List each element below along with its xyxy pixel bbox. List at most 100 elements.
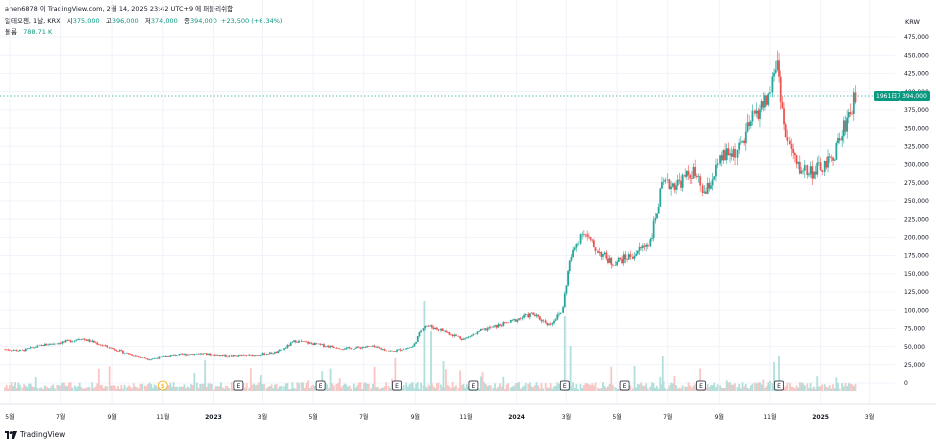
candle-body — [607, 258, 609, 263]
volume-bar — [553, 386, 555, 391]
volume-bar — [793, 388, 796, 391]
candle-body — [303, 341, 306, 342]
dividend-marker[interactable] — [157, 380, 168, 391]
price-badge-text: 394,000 — [902, 93, 927, 100]
earnings-marker[interactable] — [559, 380, 570, 391]
volume-bar — [52, 384, 55, 391]
candle-body — [738, 142, 741, 150]
volume-bar — [139, 384, 142, 391]
volume-bar — [730, 384, 733, 391]
candle-body — [610, 257, 613, 265]
volume-bar — [83, 388, 86, 391]
candle-body — [743, 140, 746, 144]
candle-body — [513, 319, 516, 320]
volume-bar — [705, 387, 707, 391]
candle-body — [558, 313, 560, 315]
volume-bar — [123, 384, 126, 391]
candle-body — [614, 265, 617, 266]
candle-body — [706, 182, 709, 194]
volume-bar — [253, 383, 256, 391]
volume-bar — [389, 388, 392, 391]
candle-body — [12, 350, 15, 351]
candle-body — [17, 351, 20, 352]
symbol-name[interactable]: 알테오젠, 1날, KRX — [5, 17, 61, 25]
volume-bar — [251, 384, 254, 391]
earnings-marker[interactable] — [233, 380, 244, 391]
candle-body — [562, 307, 565, 313]
countdown-badge-bg — [874, 91, 900, 102]
volume-bar — [205, 387, 208, 391]
candle-body — [670, 186, 672, 190]
candle-body — [254, 355, 257, 356]
volume-bar — [661, 356, 664, 391]
volume-bar — [303, 387, 306, 391]
volume-bar — [641, 385, 644, 391]
volume-bar — [744, 383, 747, 391]
candle-body — [300, 340, 303, 342]
volume-bar — [575, 384, 578, 391]
volume-bar — [408, 384, 411, 391]
earnings-marker[interactable] — [619, 380, 630, 391]
candle-body — [223, 354, 226, 356]
volume-bar — [29, 383, 32, 391]
volume-bar — [835, 377, 838, 391]
volume-bar — [528, 382, 531, 391]
candle-body — [537, 314, 540, 317]
candle-body — [427, 325, 430, 327]
candle-body — [308, 342, 311, 344]
y-axis: 475,000450,000425,000400,000375,000350,0… — [904, 34, 929, 387]
candle-body — [45, 343, 48, 346]
candle-body — [705, 191, 707, 194]
tradingview-logo[interactable]: TradingView — [5, 430, 65, 439]
candle-body — [240, 355, 243, 356]
y-tick-label: 125,000 — [904, 289, 929, 296]
earnings-marker[interactable] — [774, 380, 784, 391]
volume-bar — [587, 384, 590, 391]
candle-body — [668, 179, 671, 190]
earnings-marker[interactable] — [392, 380, 402, 391]
volume-bar — [167, 385, 170, 391]
volume-bar — [385, 382, 388, 391]
volume-bar — [459, 370, 462, 391]
volume-bar — [294, 388, 297, 391]
candle-body — [186, 354, 189, 356]
candle-body — [134, 355, 137, 357]
volume-bar — [544, 383, 547, 391]
candle-body — [636, 250, 639, 254]
volume-bar — [852, 386, 855, 391]
volume-bar — [338, 378, 341, 391]
volume-bar — [746, 387, 749, 391]
x-tick-label: 3월 — [562, 413, 571, 421]
candle-body — [814, 171, 817, 175]
candle-body — [793, 152, 796, 156]
volume-bar — [343, 383, 346, 391]
volume-bar — [420, 382, 422, 391]
candle-body — [215, 354, 217, 356]
volume-bar — [759, 382, 761, 391]
volume-bar — [375, 387, 378, 391]
earnings-marker[interactable] — [696, 380, 706, 391]
volume-bar — [809, 383, 812, 391]
volume-bar — [483, 382, 486, 391]
volume-bar — [110, 385, 113, 391]
volume-bar — [352, 383, 355, 391]
candle-body — [106, 345, 109, 348]
candle-body — [197, 354, 200, 355]
candle-body — [29, 347, 32, 349]
volume-bar — [169, 382, 172, 391]
volume-bar — [608, 383, 611, 391]
candle-body — [563, 293, 566, 308]
candle-body — [284, 347, 287, 349]
volume-bar — [115, 388, 118, 391]
volume-bar — [331, 383, 334, 391]
volume-bar — [505, 384, 508, 391]
candle-body — [401, 350, 403, 351]
earnings-marker[interactable] — [315, 380, 326, 391]
candle-body — [838, 138, 841, 141]
volume-bar — [748, 388, 751, 391]
volume-bar — [573, 388, 576, 391]
earnings-marker[interactable] — [468, 380, 479, 391]
volume-bar — [156, 387, 159, 391]
candle-body — [9, 350, 11, 351]
